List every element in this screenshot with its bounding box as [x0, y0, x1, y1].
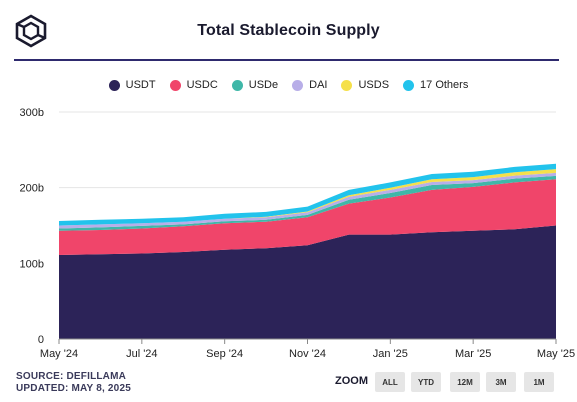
zoom-1m-button[interactable]: 1M: [524, 372, 554, 392]
area-dai: [59, 172, 556, 229]
legend-item-dai[interactable]: DAI: [292, 79, 327, 91]
updated-text: UPDATED: MAY 8, 2025: [16, 383, 131, 394]
zoom-3m-button[interactable]: 3M: [486, 372, 516, 392]
legend-label: USDC: [186, 79, 218, 91]
legend-item-usdc[interactable]: USDC: [169, 79, 218, 91]
legend-item-usde[interactable]: USDe: [231, 79, 279, 91]
legend-swatch: [108, 79, 120, 91]
x-tick-label: May '24: [40, 348, 78, 360]
x-tick-label: Jul '24: [126, 348, 157, 360]
zoom-label: ZOOM: [335, 375, 368, 387]
legend-swatch: [231, 79, 243, 91]
source-text: SOURCE: DEFILLAMA: [16, 371, 127, 382]
legend-item-usdt[interactable]: USDT: [108, 79, 156, 91]
stacked-area-chart: 0 100b 200b 300b May '24 Jul '24 Sep '24 Nov '2…: [20, 107, 576, 360]
x-tick-label: May '25: [537, 348, 575, 360]
zoom-12m-button[interactable]: 12M: [450, 372, 480, 392]
y-tick-label: 0: [38, 334, 44, 346]
legend-swatch: [292, 79, 304, 91]
area-usdt: [59, 225, 556, 339]
area-usde: [59, 175, 556, 231]
y-tick-label: 200b: [20, 183, 44, 195]
x-tick-label: Mar '25: [455, 348, 491, 360]
chart-title: Total Stablecoin Supply: [197, 22, 380, 39]
zoom-ytd-button[interactable]: YTD: [411, 372, 441, 392]
legend-swatch: [403, 79, 415, 91]
area-17-others: [59, 163, 556, 226]
legend-swatch: [169, 79, 181, 91]
x-tick-label: Nov '24: [289, 348, 326, 360]
y-tick-label: 300b: [20, 107, 44, 119]
legend-label: DAI: [309, 79, 328, 91]
y-tick-label: 100b: [20, 258, 44, 270]
legend-label: USDe: [248, 79, 279, 91]
chart-footer: SOURCE: DEFILLAMA UPDATED: MAY 8, 2025: [16, 371, 131, 395]
x-tick-label: Jan '25: [373, 348, 408, 360]
legend-label: USDS: [358, 79, 390, 91]
legend-item-17-others[interactable]: 17 Others: [403, 79, 468, 91]
chart-legend: USDT USDC USDe DAI USDS 17 Others: [0, 79, 577, 91]
legend-item-usds[interactable]: USDS: [341, 79, 389, 91]
area-usdc: [59, 179, 556, 255]
legend-label: USDT: [125, 79, 156, 91]
zoom-all-button[interactable]: ALL: [375, 372, 405, 392]
x-tick-label: Sep '24: [206, 348, 243, 360]
legend-swatch: [341, 79, 353, 91]
logo-icon: [15, 14, 47, 48]
legend-label: 17 Others: [420, 79, 469, 91]
title-divider: [14, 59, 559, 61]
area-usds: [59, 169, 556, 226]
